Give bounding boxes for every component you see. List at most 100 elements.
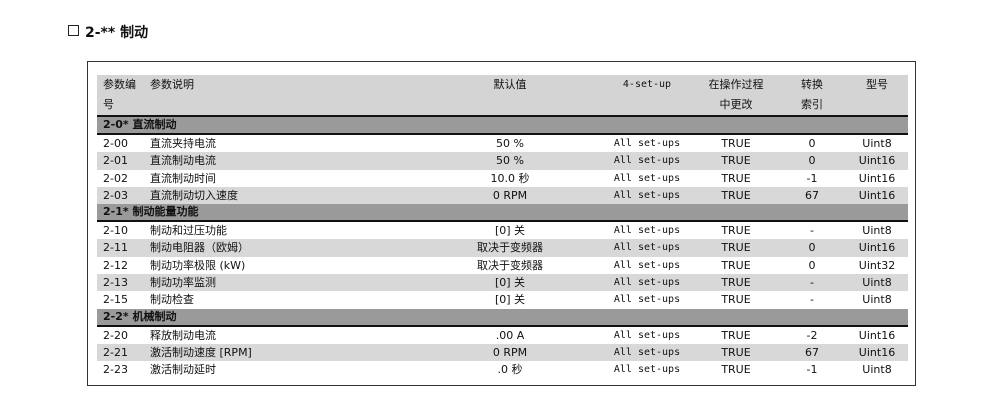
header-desc: 参数说明 xyxy=(150,78,194,91)
conversion-index: -2 xyxy=(806,328,818,342)
default-value: 50 % xyxy=(496,154,524,168)
param-code: 2-02 xyxy=(103,171,128,185)
group-title: 2-1* 制动能量功能 xyxy=(103,205,199,219)
checkbox-icon xyxy=(68,25,79,36)
param-desc: 制动电阻器（欧姆） xyxy=(150,241,249,255)
change-during-operation: TRUE xyxy=(721,293,751,307)
header-type: 型号 xyxy=(866,78,888,91)
param-code: 2-01 xyxy=(103,154,128,168)
parameter-table: 参数编 参数说明 默认值 4-set-up 在操作过程 转换 型号 号 中更改 … xyxy=(97,75,908,379)
header-default: 默认值 xyxy=(493,78,527,91)
setup: All set-ups xyxy=(613,277,681,289)
param-desc: 制动功率监测 xyxy=(150,276,216,290)
param-code: 2-21 xyxy=(103,345,128,359)
param-desc: 激活制动速度 [RPM] xyxy=(150,345,252,359)
conversion-index: - xyxy=(810,293,814,307)
table-row: 2-20 释放制动电流 .00 A All set-ups TRUE -2 Uint16 xyxy=(97,327,908,344)
param-desc: 制动和过压功能 xyxy=(150,224,227,238)
default-value: 取决于变频器 xyxy=(477,258,543,272)
group-header: 2-0* 直流制动 xyxy=(97,117,908,135)
default-value: 10.0 秒 xyxy=(490,171,530,185)
table-row: 2-15 制动检查 [0] 关 All set-ups TRUE - Uint8 xyxy=(97,291,908,308)
default-value: 0 RPM xyxy=(492,188,528,202)
table-row: 2-00 直流夹持电流 50 % All set-ups TRUE 0 Uint8 xyxy=(97,135,908,152)
change-during-operation: TRUE xyxy=(721,363,751,377)
param-desc: 直流制动切入速度 xyxy=(150,188,238,202)
param-code: 2-10 xyxy=(103,224,128,238)
conversion-index: -1 xyxy=(806,171,818,185)
table-row: 2-12 制动功率极限 (kW) 取决于变频器 All set-ups TRUE 0 Uin… xyxy=(97,257,908,274)
param-code: 2-12 xyxy=(103,258,128,272)
type: Uint16 xyxy=(858,345,896,359)
param-desc: 直流夹持电流 xyxy=(150,137,216,150)
setup: All set-ups xyxy=(613,138,681,149)
setup: All set-ups xyxy=(613,364,681,376)
setup: All set-ups xyxy=(613,259,681,271)
setup: All set-ups xyxy=(613,225,681,237)
header-conv: 转换 xyxy=(801,78,823,91)
param-code: 2-23 xyxy=(103,363,128,377)
change-during-operation: TRUE xyxy=(721,154,751,168)
param-desc: 激活制动延时 xyxy=(150,363,216,377)
setup: All set-ups xyxy=(613,346,681,358)
param-desc: 释放制动电流 xyxy=(150,328,216,342)
section-title: 2-** 制动 xyxy=(68,22,148,42)
setup: All set-ups xyxy=(613,294,681,306)
table-frame xyxy=(87,61,916,386)
type: Uint16 xyxy=(858,188,896,202)
setup: All set-ups xyxy=(613,172,681,184)
conversion-index: 0 xyxy=(808,137,816,150)
param-code: 2-00 xyxy=(103,137,128,150)
change-during-operation: TRUE xyxy=(721,241,751,255)
param-desc: 制动检查 xyxy=(150,293,194,307)
table-row: 2-13 制动功率监测 [0] 关 All set-ups TRUE - Uint8 xyxy=(97,274,908,292)
header-change-line2: 中更改 xyxy=(719,98,753,111)
setup: All set-ups xyxy=(613,242,681,254)
group-header: 2-2* 机械制动 xyxy=(97,308,908,327)
change-during-operation: TRUE xyxy=(721,328,751,342)
table-header-line2: 号 中更改 索引 xyxy=(97,95,908,117)
change-during-operation: TRUE xyxy=(721,345,751,359)
header-conv-line2: 索引 xyxy=(801,98,823,111)
param-code: 2-11 xyxy=(103,241,128,255)
default-value: 50 % xyxy=(496,137,524,150)
change-during-operation: TRUE xyxy=(721,258,751,272)
conversion-index: - xyxy=(810,276,814,290)
type: Uint8 xyxy=(862,224,892,238)
type: Uint8 xyxy=(862,276,892,290)
table-row: 2-01 直流制动电流 50 % All set-ups TRUE 0 Uint16 xyxy=(97,152,908,170)
default-value: .00 A xyxy=(495,328,525,342)
type: Uint16 xyxy=(858,154,896,168)
setup: All set-ups xyxy=(613,155,681,167)
param-desc: 直流制动电流 xyxy=(150,154,216,168)
type: Uint32 xyxy=(858,258,896,272)
change-during-operation: TRUE xyxy=(721,137,751,150)
header-code-line2: 号 xyxy=(103,98,114,111)
default-value: .0 秒 xyxy=(497,363,523,377)
table-row: 2-03 直流制动切入速度 0 RPM All set-ups TRUE 67 Uint16 xyxy=(97,186,908,205)
param-code: 2-13 xyxy=(103,276,128,290)
setup: All set-ups xyxy=(613,329,681,341)
table-row: 2-21 激活制动速度 [RPM] 0 RPM All set-ups TRUE 67 Ui… xyxy=(97,343,908,362)
group-header: 2-1* 制动能量功能 xyxy=(97,204,908,223)
type: Uint8 xyxy=(862,137,892,150)
conversion-index: -1 xyxy=(806,363,818,377)
param-desc: 制动功率极限 (kW) xyxy=(150,258,246,272)
conversion-index: 67 xyxy=(805,188,819,202)
default-value: [0] 关 xyxy=(494,224,526,238)
header-code: 参数编 xyxy=(103,78,136,91)
type: Uint16 xyxy=(858,171,896,185)
group-title: 2-0* 直流制动 xyxy=(103,118,177,131)
conversion-index: 0 xyxy=(808,154,816,168)
table-row: 2-11 制动电阻器（欧姆） 取决于变频器 All set-ups TRUE 0 Uint1… xyxy=(97,239,908,257)
table-row: 2-23 激活制动延时 .0 秒 All set-ups TRUE -1 Uint8 xyxy=(97,361,908,378)
type: Uint16 xyxy=(858,241,896,255)
header-setup: 4-set-up xyxy=(622,79,672,90)
default-value: [0] 关 xyxy=(494,276,526,290)
table-header: 参数编 参数说明 默认值 4-set-up 在操作过程 转换 型号 xyxy=(97,75,908,95)
change-during-operation: TRUE xyxy=(721,276,751,290)
change-during-operation: TRUE xyxy=(721,188,751,202)
default-value: [0] 关 xyxy=(494,293,526,307)
default-value: 0 RPM xyxy=(492,345,528,359)
param-code: 2-20 xyxy=(103,328,128,342)
